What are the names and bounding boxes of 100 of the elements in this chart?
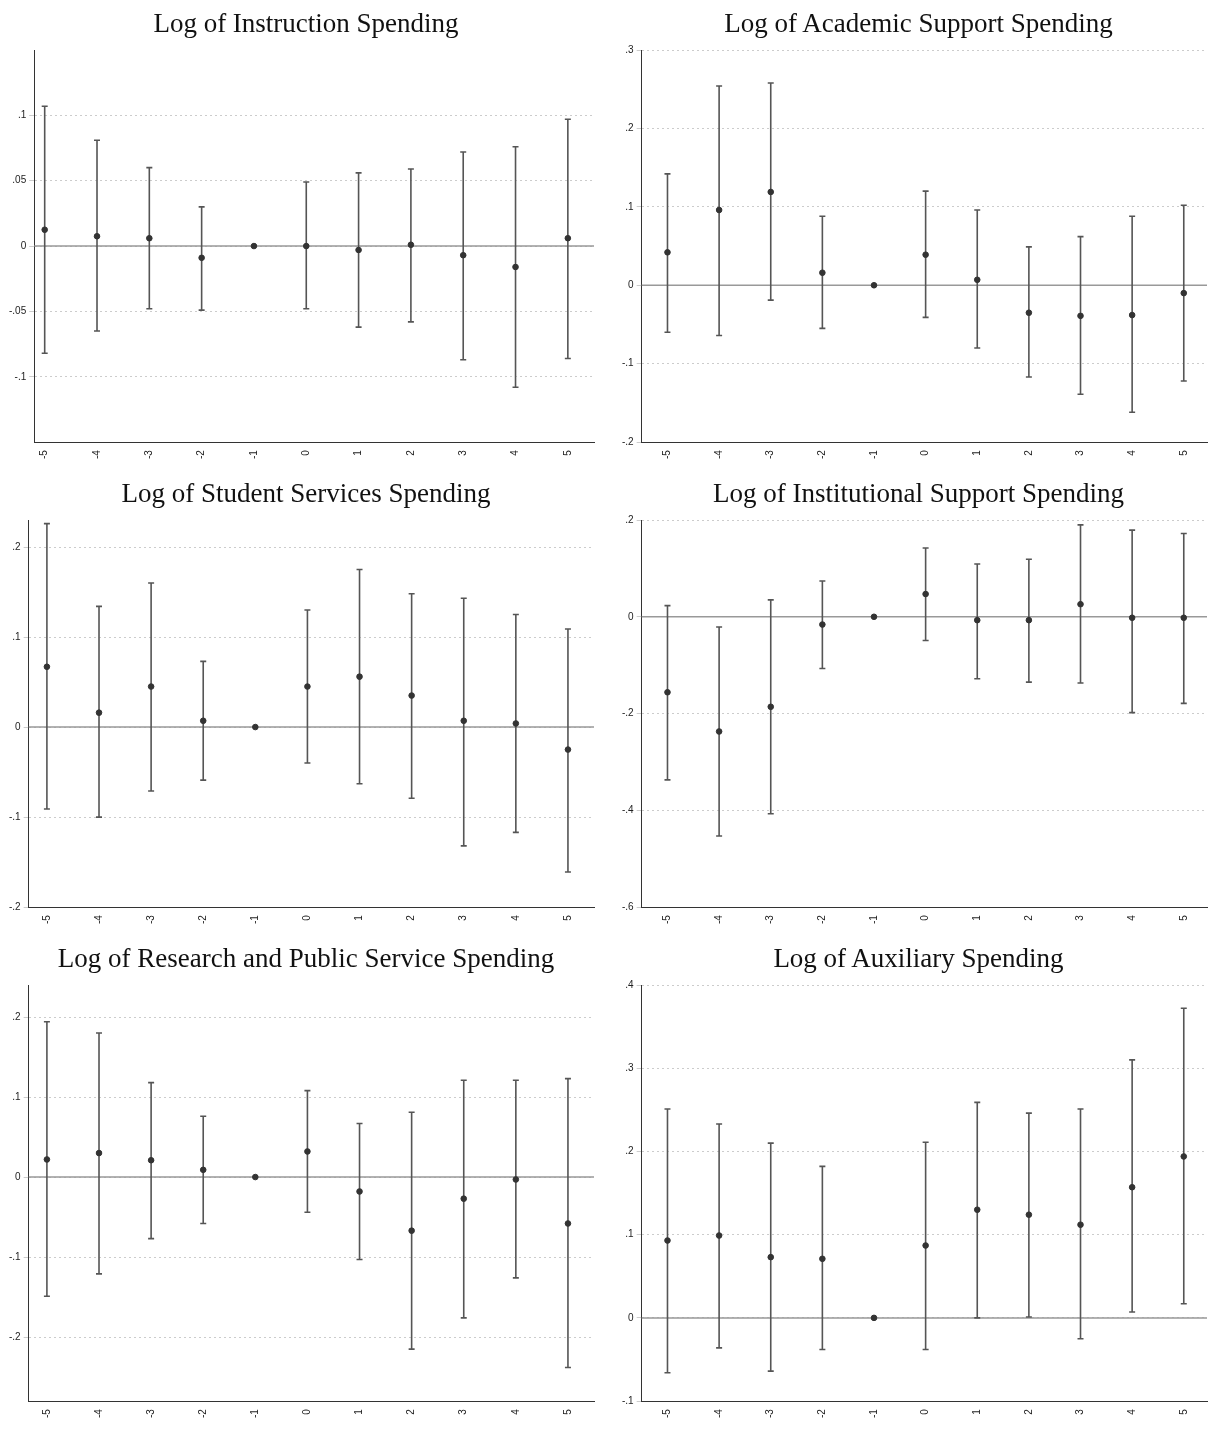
- x-tick-label: 3: [457, 914, 469, 921]
- y-tick-label: -.1: [621, 1394, 634, 1406]
- x-tick-label: -1: [249, 1408, 261, 1419]
- x-tick-label: 0: [301, 914, 313, 921]
- y-tick-label: -.2: [9, 900, 22, 912]
- y-tick-label: .05: [12, 174, 27, 186]
- x-tick-label: 3: [457, 1408, 469, 1415]
- x-tick-label: 2: [405, 1408, 417, 1415]
- y-tick-label: .3: [624, 43, 634, 55]
- x-tick-label: -4: [92, 914, 104, 925]
- x-tick-label: 5: [561, 914, 573, 921]
- x-tick-label: 1: [970, 449, 982, 456]
- x-tick-label: -2: [815, 1408, 827, 1419]
- chart-title: Log of Research and Public Service Spending: [56, 942, 556, 975]
- x-tick-label: 4: [1125, 449, 1137, 456]
- x-tick-label: 2: [405, 914, 417, 921]
- y-tick-label: -.4: [621, 804, 634, 816]
- y-tick-label: -.6: [621, 900, 634, 912]
- y-tick-label: 0: [15, 720, 22, 732]
- x-tick-label: 1: [352, 449, 364, 456]
- y-tick-label: -.2: [9, 1330, 22, 1342]
- y-tick-label: 0: [15, 1170, 22, 1182]
- x-tick-label: -1: [249, 914, 261, 925]
- x-tick-label: -5: [40, 1408, 52, 1419]
- x-tick-label: 1: [970, 914, 982, 921]
- x-tick-label: -2: [815, 449, 827, 460]
- y-tick-label: -.1: [9, 1250, 22, 1262]
- x-tick-label: -4: [712, 1408, 724, 1419]
- y-tick-label: 0: [20, 239, 27, 251]
- x-tick-label: -3: [143, 449, 155, 460]
- x-tick-label: -5: [38, 449, 50, 460]
- x-tick-label: 5: [561, 449, 573, 456]
- x-tick-label: 2: [1022, 449, 1034, 456]
- x-tick-label: 4: [509, 1408, 521, 1415]
- y-tick-label: .1: [12, 630, 22, 642]
- x-tick-label: -4: [92, 1408, 104, 1419]
- x-tick-label: 3: [1073, 1408, 1085, 1415]
- chart-title: Log of Institutional Support Spending: [712, 477, 1125, 510]
- x-tick-label: -1: [867, 914, 879, 925]
- x-tick-label: -4: [712, 914, 724, 925]
- x-tick-label: -4: [712, 449, 724, 460]
- x-tick-label: 2: [1022, 914, 1034, 921]
- x-tick-label: -5: [660, 914, 672, 925]
- y-tick-label: .1: [12, 1090, 22, 1102]
- chart-title: Log of Academic Support Spending: [723, 7, 1114, 40]
- x-tick-label: -3: [763, 449, 775, 460]
- x-tick-label: 0: [918, 1408, 930, 1415]
- x-tick-label: 5: [1177, 1408, 1189, 1415]
- x-tick-label: -5: [660, 449, 672, 460]
- y-tick-label: -.05: [9, 305, 27, 317]
- x-tick-label: 4: [1125, 1408, 1137, 1415]
- x-tick-label: 1: [353, 914, 365, 921]
- chart-title: Log of Student Services Spending: [120, 477, 492, 510]
- y-tick-label: 0: [627, 1311, 634, 1323]
- x-tick-label: -5: [660, 1408, 672, 1419]
- x-tick-label: 1: [970, 1408, 982, 1415]
- x-tick-label: -2: [196, 1408, 208, 1419]
- x-tick-label: 4: [1125, 914, 1137, 921]
- x-tick-label: -2: [196, 914, 208, 925]
- x-tick-label: 0: [301, 1408, 313, 1415]
- y-tick-label: -.1: [621, 357, 634, 369]
- chart-title: Log of Auxiliary Spending: [772, 942, 1065, 975]
- x-tick-label: -2: [815, 914, 827, 925]
- x-tick-label: 2: [1022, 1408, 1034, 1415]
- y-tick-label: -.1: [14, 370, 27, 382]
- x-tick-label: 0: [300, 449, 312, 456]
- x-tick-label: 5: [1177, 914, 1189, 921]
- y-tick-label: 0: [627, 610, 634, 622]
- x-tick-label: -2: [195, 449, 207, 460]
- x-tick-label: -5: [40, 914, 52, 925]
- x-tick-label: 0: [918, 449, 930, 456]
- x-tick-label: 2: [404, 449, 416, 456]
- y-tick-label: .4: [624, 978, 634, 990]
- x-tick-label: -1: [867, 1408, 879, 1419]
- x-tick-label: -1: [247, 449, 259, 460]
- y-tick-label: .2: [624, 122, 634, 134]
- y-tick-label: -.2: [621, 435, 634, 447]
- x-tick-label: 3: [1073, 914, 1085, 921]
- x-tick-label: -3: [144, 1408, 156, 1419]
- x-tick-label: 4: [509, 914, 521, 921]
- x-tick-label: -3: [144, 914, 156, 925]
- x-tick-label: -1: [867, 449, 879, 460]
- y-tick-label: 0: [627, 279, 634, 291]
- y-tick-label: .2: [12, 540, 22, 552]
- y-tick-label: -.1: [9, 810, 22, 822]
- y-tick-label: .2: [624, 1145, 634, 1157]
- y-tick-label: .1: [624, 200, 634, 212]
- x-tick-label: 1: [353, 1408, 365, 1415]
- x-tick-label: 0: [918, 914, 930, 921]
- y-tick-label: .2: [12, 1010, 22, 1022]
- chart-title: Log of Instruction Spending: [152, 7, 460, 40]
- x-tick-label: 3: [1073, 449, 1085, 456]
- y-tick-label: .1: [17, 109, 27, 121]
- y-tick-label: .3: [624, 1061, 634, 1073]
- y-tick-label: -.2: [621, 707, 634, 719]
- y-tick-label: .1: [624, 1228, 634, 1240]
- x-tick-label: 4: [509, 449, 521, 456]
- x-tick-label: -3: [763, 914, 775, 925]
- x-tick-label: -4: [90, 449, 102, 460]
- y-tick-label: .2: [624, 513, 634, 525]
